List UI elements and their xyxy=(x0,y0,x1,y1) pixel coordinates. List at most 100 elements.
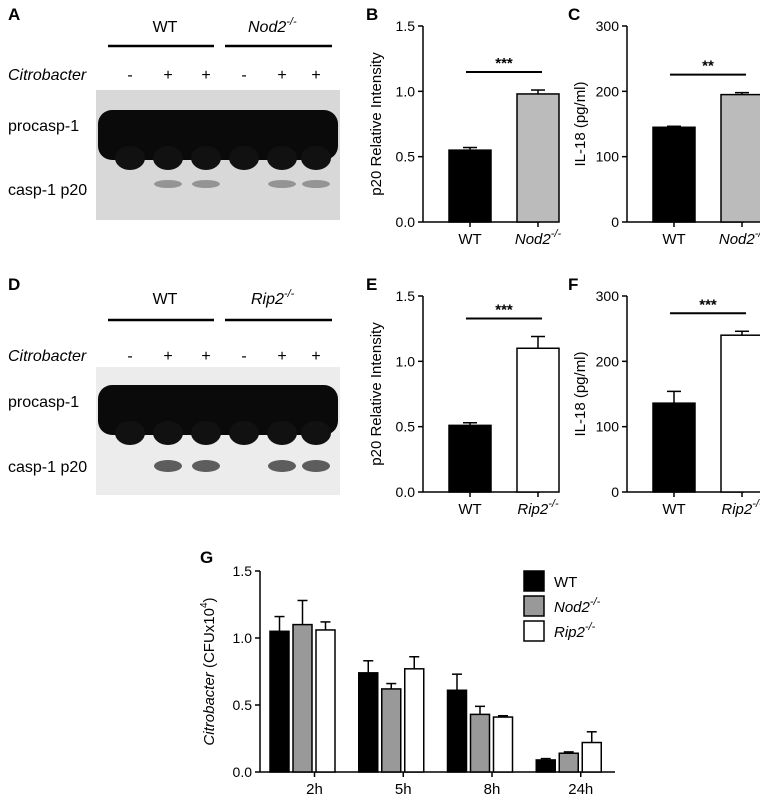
blot-procasp-lane xyxy=(115,421,145,445)
y-axis-label: p20 Relative Intensity xyxy=(368,52,385,196)
x-tick-label: Nod2-/- xyxy=(515,228,562,248)
blot-procasp-lane xyxy=(191,146,221,170)
bar xyxy=(652,126,696,223)
bar xyxy=(358,672,379,773)
bar xyxy=(652,402,696,493)
bar xyxy=(292,623,313,773)
y-tick-label: 200 xyxy=(596,83,620,99)
legend-label-name: Rip2 xyxy=(554,624,586,641)
chart-panel-f: 0 100 200 300 IL-18 (pg/ml) WT Rip2-/- *** xyxy=(572,288,760,518)
y-tick-label: 0 xyxy=(611,484,619,500)
blot-procasp-lane xyxy=(229,146,259,170)
panel-letter-g: G xyxy=(200,548,213,567)
bar xyxy=(315,629,336,773)
y-tick-label: 100 xyxy=(596,149,620,165)
blot-p20-band xyxy=(154,460,182,472)
y-tick-label: 200 xyxy=(596,353,620,369)
panel-letter-c: C xyxy=(568,5,580,24)
blot-procasp-lane xyxy=(267,146,297,170)
blot-lane-sign: - xyxy=(127,67,132,84)
bar xyxy=(446,689,468,773)
blot-procasp-lane xyxy=(153,146,183,170)
blot-lane-sign: + xyxy=(311,348,320,365)
y-axis-label-name: Citrobacter xyxy=(201,668,218,746)
chart-panel-b: 0.0 0.5 1.0 1.5 p20 Relative Intensity WT Nod2… xyxy=(368,18,561,248)
legend-label: Nod2-/- xyxy=(554,596,601,616)
y-tick-label: 0 xyxy=(611,214,619,230)
bar xyxy=(448,149,492,223)
bar xyxy=(492,716,514,773)
chart-panel-g: 0.0 0.5 1.0 1.5 Citrobacter (CFUx104) 2h 5h 8h 2… xyxy=(199,563,615,798)
significance-label: *** xyxy=(495,55,513,72)
legend-label-name: Nod2 xyxy=(554,599,591,616)
blot-p20-band xyxy=(192,460,220,472)
y-axis-label: p20 Relative Intensity xyxy=(368,322,385,466)
blot-p20-band xyxy=(192,180,220,188)
y-tick-label: 0.5 xyxy=(396,149,416,165)
panel-letter-f: F xyxy=(568,275,578,294)
blot-procasp-lane xyxy=(115,146,145,170)
blot-band-label-p20: casp-1 p20 xyxy=(8,459,87,476)
blot-procasp-lane xyxy=(229,421,259,445)
bar xyxy=(516,347,560,493)
blot-lane-sign: - xyxy=(241,67,246,84)
x-tick-label: 24h xyxy=(568,781,593,798)
legend-label: Rip2-/- xyxy=(554,621,596,641)
blot-lane-sign: + xyxy=(277,348,286,365)
blot-bands xyxy=(98,385,338,472)
blot-p20-band xyxy=(302,460,330,472)
blot-lane-markers: - + + - + + xyxy=(127,348,320,365)
x-tick-label: WT xyxy=(458,501,481,518)
blot-group-rip2: Rip2-/- xyxy=(251,288,295,308)
blot-treatment-label: Citrobacter xyxy=(8,348,87,365)
y-axis-label: IL-18 (pg/ml) xyxy=(572,81,589,166)
x-tick-label-name: Rip2 xyxy=(517,501,549,518)
chart-panel-e: 0.0 0.5 1.0 1.5 p20 Relative Intensity WT Rip2… xyxy=(368,288,560,518)
blot-p20-band xyxy=(268,180,296,188)
legend-label-sup: -/- xyxy=(585,621,596,633)
blot-lane-sign: + xyxy=(163,348,172,365)
y-tick-label: 1.0 xyxy=(396,353,416,369)
blot-group-wt: WT xyxy=(153,19,178,36)
blot-band-label-p20: casp-1 p20 xyxy=(8,182,87,199)
blot-p20-band xyxy=(154,180,182,188)
x-tick-label-sup: -/- xyxy=(551,228,562,240)
significance-label: ** xyxy=(702,58,714,75)
y-tick-label: 0.5 xyxy=(396,419,416,435)
blot-lane-sign: + xyxy=(201,348,210,365)
blot-group-sup: -/- xyxy=(286,16,297,28)
y-tick-label: 0.5 xyxy=(233,697,253,713)
blot-lane-sign: - xyxy=(127,348,132,365)
legend-swatch xyxy=(523,620,545,642)
bar xyxy=(720,334,760,493)
bar xyxy=(469,713,491,773)
blot-panel-d: D WT Rip2-/- Citrobacter - + + - + + procasp-… xyxy=(8,275,340,495)
x-tick-label-name: Nod2 xyxy=(719,231,756,248)
panel-letter-d: D xyxy=(8,275,20,294)
bar xyxy=(535,759,556,773)
x-tick-label: WT xyxy=(662,501,685,518)
x-tick-label: 8h xyxy=(484,781,501,798)
x-tick-label-name: Nod2 xyxy=(515,231,552,248)
x-tick-label: 2h xyxy=(306,781,323,798)
panel-letter-a: A xyxy=(8,5,20,24)
bar xyxy=(516,93,560,223)
significance-label: *** xyxy=(699,296,717,313)
blot-group-nod2: Nod2-/- xyxy=(248,16,297,36)
bar xyxy=(448,424,492,493)
y-axis-label: Citrobacter (CFUx104) xyxy=(199,597,218,745)
blot-band-label-procasp: procasp-1 xyxy=(8,394,79,411)
y-axis-label: IL-18 (pg/ml) xyxy=(572,351,589,436)
blot-procasp-lane xyxy=(153,421,183,445)
y-tick-label: 300 xyxy=(596,288,620,304)
blot-group-sup: -/- xyxy=(284,288,295,300)
panel-letter-e: E xyxy=(366,275,377,294)
blot-lane-sign: - xyxy=(241,348,246,365)
x-tick-label: Nod2-/- xyxy=(719,228,760,248)
y-axis-label-close: ) xyxy=(201,597,218,602)
blot-lane-markers: - + + - + + xyxy=(127,67,320,84)
y-tick-label: 0.0 xyxy=(233,764,253,780)
chart-panel-c: 0 100 200 300 IL-18 (pg/ml) WT Nod2-/- ** xyxy=(572,18,760,248)
blot-group-name: Nod2 xyxy=(248,19,286,36)
